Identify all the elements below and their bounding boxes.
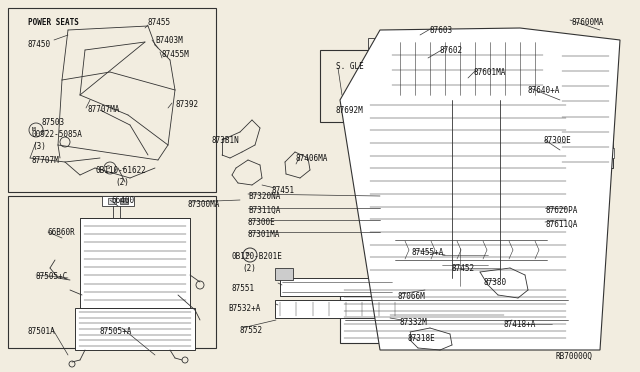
Text: 87300MA: 87300MA (188, 200, 220, 209)
Bar (340, 285, 570, 343)
Text: 87692M: 87692M (336, 106, 364, 115)
Bar (320, 50, 398, 122)
Text: 87601MA: 87601MA (474, 68, 506, 77)
Text: B7311QA: B7311QA (248, 206, 280, 215)
Bar (8, 8, 216, 192)
Bar (390, 38, 546, 98)
Bar (275, 300, 400, 318)
Text: 87300E: 87300E (543, 136, 571, 145)
Text: 87611QA: 87611QA (545, 220, 577, 229)
Text: 873B1N: 873B1N (212, 136, 240, 145)
Bar (558, 48, 613, 168)
Bar (450, 260, 505, 290)
Text: 87501A: 87501A (28, 327, 56, 336)
Text: 87301MA: 87301MA (248, 230, 280, 239)
Text: 87505+A: 87505+A (100, 327, 132, 336)
Bar (380, 100, 560, 280)
Bar (120, 198, 128, 204)
Text: 87406MA: 87406MA (296, 154, 328, 163)
Text: 87600MA: 87600MA (572, 18, 604, 27)
Polygon shape (340, 28, 620, 350)
Bar (440, 248, 492, 286)
Bar (368, 38, 568, 283)
Text: (2): (2) (242, 264, 256, 273)
Text: 87505+C: 87505+C (35, 272, 67, 281)
Text: (2): (2) (115, 178, 129, 187)
Bar (80, 218, 190, 308)
Text: 87300E: 87300E (248, 218, 276, 227)
Bar (8, 196, 216, 348)
Bar (108, 198, 116, 204)
Text: S. GLE: S. GLE (336, 62, 364, 71)
Text: 87451: 87451 (272, 186, 295, 195)
Bar (510, 316, 555, 344)
Text: 87332M: 87332M (400, 318, 428, 327)
Text: 87450: 87450 (28, 40, 51, 49)
Text: 87455+A: 87455+A (412, 248, 444, 257)
Text: B7403M: B7403M (155, 36, 183, 45)
Text: 87640+A: 87640+A (528, 86, 561, 95)
Text: 87602: 87602 (440, 46, 463, 55)
Text: POWER SEATS: POWER SEATS (28, 18, 79, 27)
Text: 87318E: 87318E (408, 334, 436, 343)
Text: (3): (3) (32, 142, 46, 151)
Text: 87503: 87503 (42, 118, 65, 127)
Text: 87380: 87380 (484, 278, 507, 287)
Bar (275, 268, 293, 280)
Bar (600, 62, 614, 72)
Bar (102, 196, 134, 206)
Text: 87551: 87551 (232, 284, 255, 293)
Bar (280, 278, 395, 296)
Text: M: M (32, 127, 36, 132)
Text: 66B60R: 66B60R (48, 228, 76, 237)
Bar (400, 115, 540, 265)
Text: S: S (107, 165, 110, 170)
Text: B7320NA: B7320NA (248, 192, 280, 201)
Text: 0B120-B201E: 0B120-B201E (232, 252, 283, 261)
Text: 87392: 87392 (175, 100, 198, 109)
Text: 87455M: 87455M (162, 50, 189, 59)
Text: 87707M: 87707M (32, 156, 60, 165)
Text: 87418+A: 87418+A (504, 320, 536, 329)
Text: 87066M: 87066M (397, 292, 425, 301)
Text: 87603: 87603 (430, 26, 453, 35)
Bar (388, 310, 508, 326)
Text: 87452: 87452 (452, 264, 475, 273)
Text: 87552: 87552 (240, 326, 263, 335)
Text: RB70000Q: RB70000Q (556, 352, 593, 361)
Text: B: B (246, 252, 250, 257)
Text: B7532+A: B7532+A (228, 304, 260, 313)
Text: 00922-5085A: 00922-5085A (32, 130, 83, 139)
Bar (75, 308, 195, 350)
Text: 87620PA: 87620PA (545, 206, 577, 215)
Text: 87707MA: 87707MA (88, 105, 120, 114)
Text: 0B110-61622: 0B110-61622 (95, 166, 146, 175)
Bar (600, 148, 614, 158)
Text: 87455: 87455 (148, 18, 171, 27)
Text: 66400: 66400 (112, 196, 135, 205)
